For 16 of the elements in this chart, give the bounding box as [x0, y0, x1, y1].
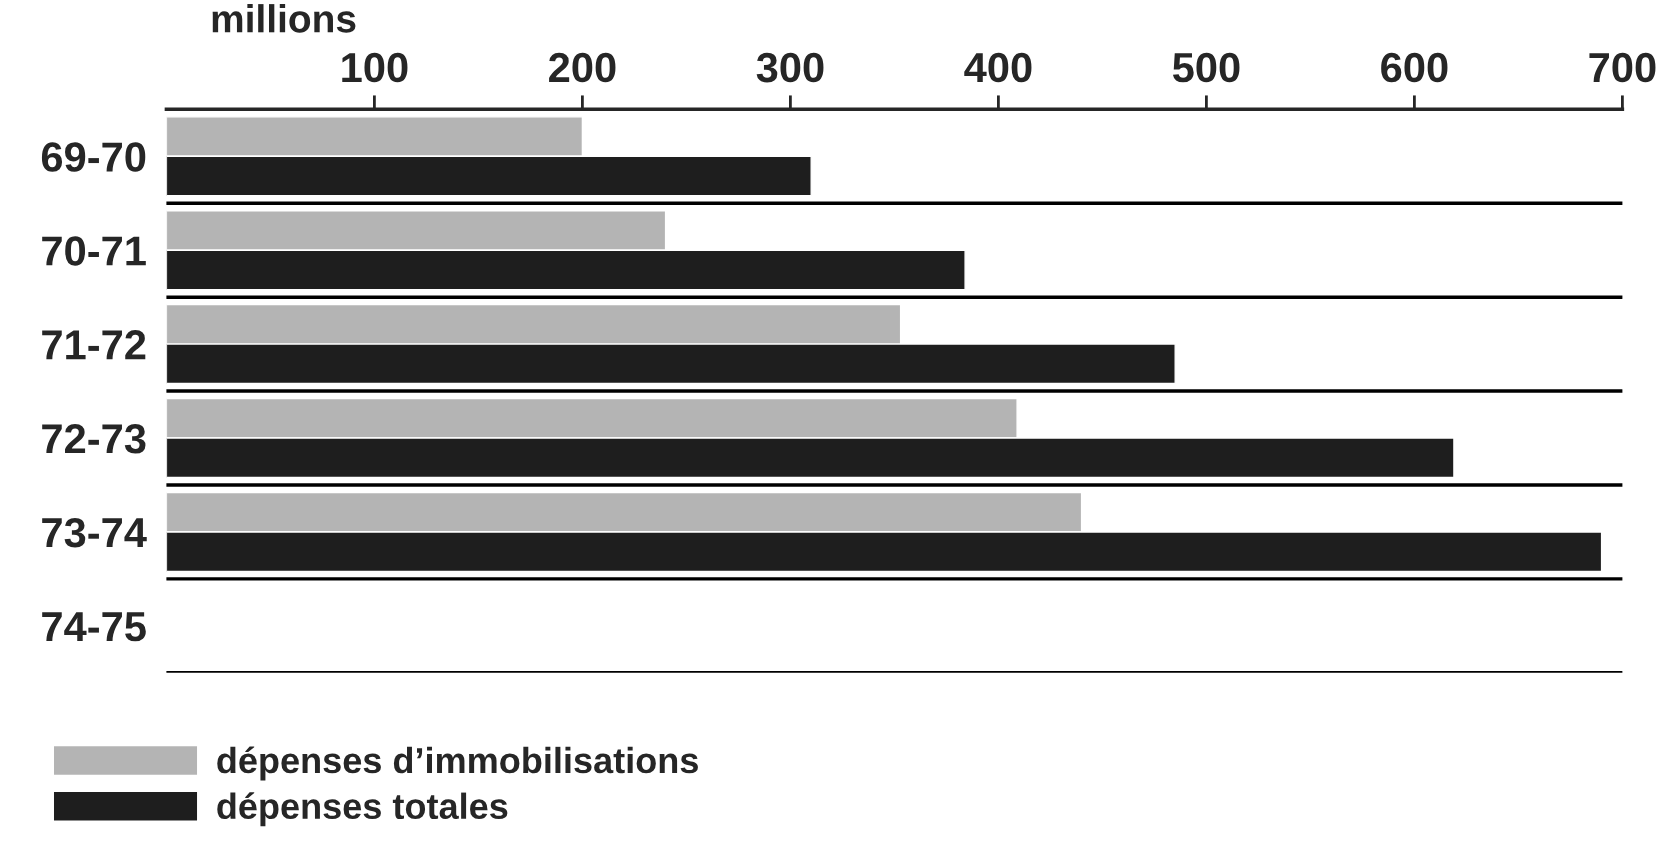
x-tick-label: 700 [1589, 52, 1656, 83]
y-tick-label: 69-70 [41, 142, 146, 172]
y-tick-label: 72-73 [42, 424, 146, 454]
x-axis-title: millions [212, 4, 356, 33]
y-tick-label: 73-74 [42, 517, 147, 548]
x-tick-label: 200 [549, 52, 616, 83]
x-tick-label: 500 [1172, 52, 1240, 83]
legend-label: dépenses totales [217, 792, 508, 827]
y-tick-label: 70-71 [42, 236, 146, 266]
y-tick-label: 74-75 [42, 612, 146, 642]
x-tick-label: 300 [756, 52, 824, 83]
y-tick-label: 71-72 [42, 330, 146, 360]
x-tick-label: 400 [964, 52, 1032, 83]
legend-label: dépenses d’immobilisations [217, 746, 698, 781]
x-tick-label: 100 [342, 52, 408, 83]
x-tick-label: 600 [1381, 52, 1448, 83]
